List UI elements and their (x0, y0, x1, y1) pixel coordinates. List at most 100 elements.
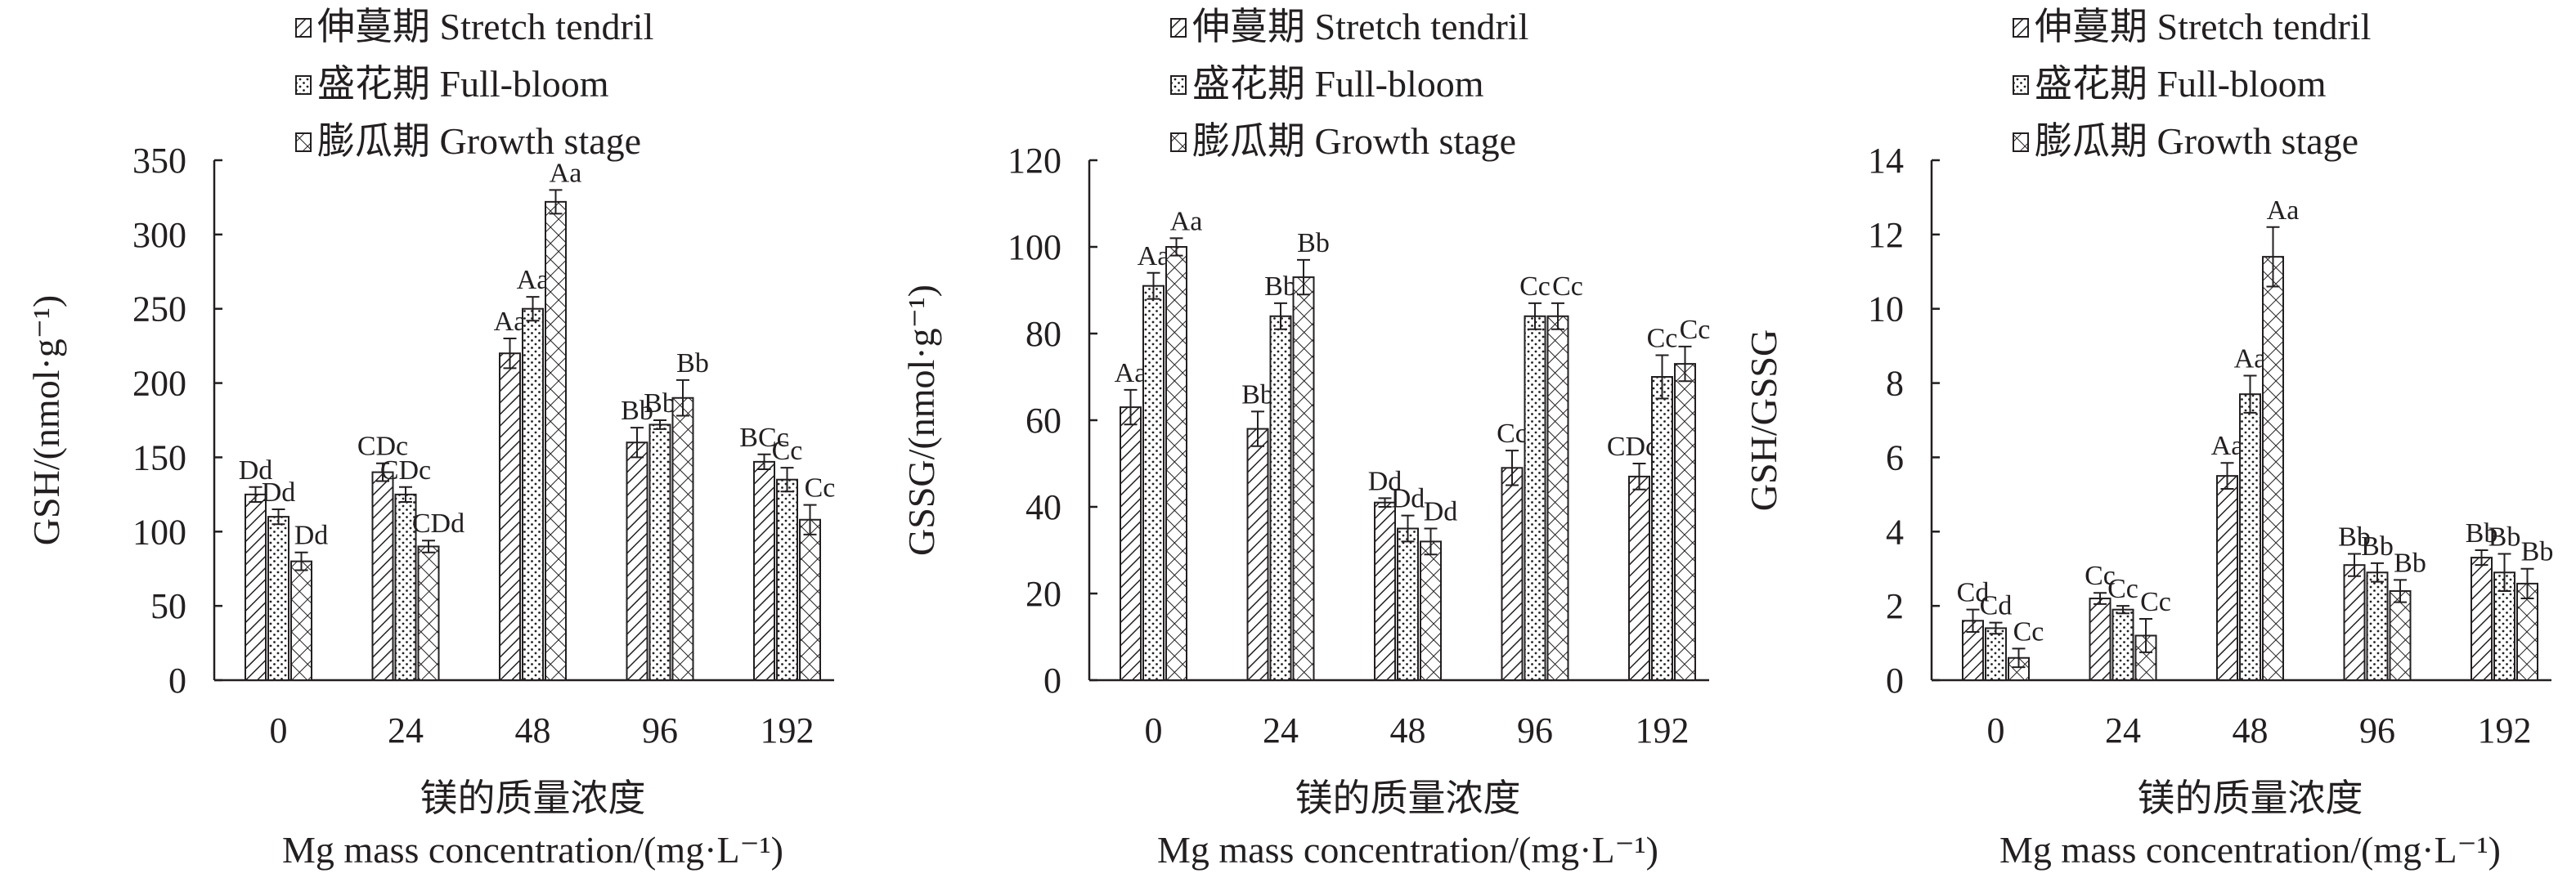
y-tick-label: 50 (150, 586, 186, 626)
error-bar (1401, 514, 1415, 543)
error-bar (422, 540, 435, 553)
chart-svg: 伸蔓期 Stretch tendril 盛花期 Full-bloom 膨瓜期 Gro… (25, 6, 835, 871)
bar (417, 545, 440, 682)
error-bar (2094, 592, 2107, 605)
error-bar (2266, 226, 2280, 288)
significance-label: Dd (1424, 497, 1458, 527)
legend-label: 盛花期 Full-bloom (2035, 63, 2327, 105)
significance-label: Bb (2466, 518, 2498, 549)
error-bar (676, 379, 689, 417)
significance-label: CDd (412, 508, 464, 539)
significance-label: Cc (1552, 271, 1583, 302)
legend-swatch (2013, 75, 2029, 95)
y-tick-label: 4 (1886, 512, 1904, 552)
y-tick-label: 60 (1025, 401, 1061, 441)
y-tick-label: 100 (132, 512, 186, 552)
x-tick-label: 48 (515, 710, 551, 750)
legend-label: 伸蔓期 Stretch tendril (1192, 6, 1528, 47)
bar (1628, 475, 1650, 682)
x-axis-title-cn: 镁的质量浓度 (2138, 777, 2363, 819)
y-tick-label: 0 (168, 661, 186, 701)
error-bar (1989, 621, 2003, 635)
error-bar (1297, 258, 1310, 296)
bar (522, 307, 544, 681)
significance-label: Cc (772, 436, 803, 466)
y-tick-label: 100 (1008, 227, 1061, 267)
bar (1120, 406, 1142, 681)
significance-label: Cc (2013, 616, 2044, 647)
significance-label: Dd (1368, 466, 1402, 496)
significance-label: Bb (2521, 537, 2554, 567)
bar (2366, 571, 2389, 681)
x-tick-label: 192 (1636, 710, 1690, 750)
bar (2262, 256, 2284, 682)
legend-label: 膨瓜期 Growth stage (1192, 120, 1516, 162)
legend-label: 伸蔓期 Stretch tendril (2035, 6, 2371, 47)
x-axis-title-cn: 镁的质量浓度 (420, 777, 646, 819)
error-bar (1274, 302, 1287, 330)
x-axis-title-cn: 镁的质量浓度 (1295, 777, 1521, 819)
x-tick-label: 192 (2478, 710, 2532, 750)
chart-svg: 伸蔓期 Stretch tendril 盛花期 Full-bloom 膨瓜期 Gro… (900, 6, 1711, 871)
bar (1501, 467, 1524, 681)
significance-label: Cc (2107, 574, 2138, 604)
y-tick-label: 40 (1025, 487, 1061, 527)
significance-label: Bb (2394, 548, 2426, 578)
bar (1269, 315, 1292, 681)
error-bar (249, 486, 263, 503)
legend-label: 膨瓜期 Growth stage (2035, 120, 2358, 162)
significance-label: Cc (1680, 315, 1711, 345)
bar (799, 518, 821, 682)
bar (776, 478, 798, 682)
bar (1142, 284, 1165, 681)
significance-label: Cc (2085, 561, 2116, 591)
y-axis-title: GSH/(nmol·g⁻¹) (25, 295, 67, 545)
error-bar (803, 504, 817, 535)
error-bar (1169, 237, 1183, 257)
significance-label: CDc (357, 432, 408, 462)
significance-label: Bb (644, 388, 676, 419)
error-bar (2497, 553, 2511, 592)
x-tick-label: 0 (1145, 710, 1163, 750)
error-bar (1551, 302, 1564, 330)
x-tick-label: 24 (1263, 710, 1299, 750)
legend-swatch (1170, 18, 1187, 38)
error-bar (757, 453, 771, 470)
y-tick-label: 120 (1008, 141, 1061, 181)
bar (267, 516, 289, 681)
error-bar (1378, 497, 1392, 508)
error-bar (294, 551, 308, 571)
error-bar (653, 419, 666, 430)
bar (671, 396, 694, 681)
significance-label: Cd (1957, 578, 1990, 608)
error-bar (526, 296, 540, 322)
significance-label: CDc (380, 455, 431, 486)
error-bar (1147, 271, 1160, 300)
significance-label: Cc (2140, 587, 2171, 617)
significance-label: Dd (294, 521, 329, 551)
bar (1546, 315, 1569, 681)
significance-label: BCc (739, 423, 788, 453)
y-tick-label: 20 (1025, 574, 1061, 614)
significance-label: Aa (2267, 195, 2300, 226)
error-bar (2520, 567, 2534, 600)
y-tick-label: 300 (132, 215, 186, 255)
significance-label: Cd (1980, 591, 2013, 621)
bar (1292, 276, 1315, 681)
error-bar (1506, 450, 1519, 486)
error-bar (1966, 608, 1980, 633)
error-bar (399, 486, 412, 503)
significance-label: Bb (2488, 522, 2521, 553)
bar (1246, 428, 1269, 681)
bar (1165, 246, 1187, 681)
x-tick-label: 96 (642, 710, 678, 750)
y-tick-label: 80 (1025, 314, 1061, 354)
chart-panel-gsh: 伸蔓期 Stretch tendril 盛花期 Full-bloom 膨瓜期 Gro… (0, 0, 859, 887)
x-tick-label: 0 (1987, 710, 2005, 750)
y-tick-label: 0 (1886, 661, 1904, 701)
error-bar (2220, 462, 2234, 491)
error-bar (503, 338, 517, 370)
bar (2216, 475, 2238, 682)
error-bar (1678, 345, 1692, 383)
chart-panel-gssg: 伸蔓期 Stretch tendril 盛花期 Full-bloom 膨瓜期 Gro… (875, 0, 1734, 887)
